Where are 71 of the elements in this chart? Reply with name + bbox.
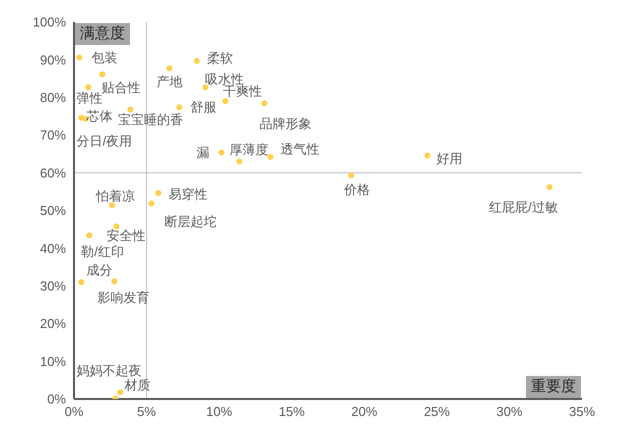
point xyxy=(236,158,242,164)
x-tick-label: 15% xyxy=(278,404,306,420)
annotation: 柔软 xyxy=(206,50,233,66)
annotation: 材质 xyxy=(123,378,150,393)
annotation: 妈妈不起夜 xyxy=(76,363,142,378)
annotation: 断层起坨 xyxy=(164,214,216,229)
annotation: 易穿性 xyxy=(168,186,208,202)
point xyxy=(148,200,154,206)
point xyxy=(222,98,228,104)
annotation: 产地 xyxy=(156,74,182,89)
annotation: 安全性 xyxy=(106,228,146,243)
y-tick-label: 10% xyxy=(40,354,66,369)
point xyxy=(111,278,118,284)
point xyxy=(113,223,120,230)
point xyxy=(76,54,82,60)
point xyxy=(127,106,134,112)
point xyxy=(99,71,106,78)
y-axis-title: 满意度 xyxy=(75,23,130,45)
point xyxy=(109,202,116,208)
annotation: 品牌形象 xyxy=(259,116,312,131)
annotation: 勒/红印 xyxy=(81,244,124,259)
x-tick-label: 20% xyxy=(351,404,378,420)
annotation: 怕着凉 xyxy=(95,188,136,204)
x-tick-label: 5% xyxy=(137,404,156,420)
annotation: 漏 xyxy=(196,144,210,160)
y-tick-label: 30% xyxy=(40,278,66,294)
annotation: 价格 xyxy=(343,182,370,197)
annotation: 分日/夜用 xyxy=(76,133,132,148)
annotation: 舒服 xyxy=(190,100,216,115)
point xyxy=(261,100,268,106)
y-tick-label: 100% xyxy=(32,14,66,30)
annotation: 透气性 xyxy=(280,141,320,156)
point xyxy=(166,65,172,72)
y-tick-label: 40% xyxy=(40,240,66,256)
x-tick-label: 30% xyxy=(496,404,523,420)
annotation: 厚薄度 xyxy=(229,142,268,157)
y-tick-label: 20% xyxy=(40,316,66,332)
annotation: 贴合性 xyxy=(101,80,140,95)
point xyxy=(202,84,208,90)
point xyxy=(424,152,430,158)
x-tick-label: 25% xyxy=(424,404,450,420)
x-axis-title: 重要度 xyxy=(526,376,581,398)
point xyxy=(546,184,552,190)
x-tick-label: 35% xyxy=(568,404,596,420)
x-tick-label: 0% xyxy=(64,404,84,420)
annotation: 弹性 xyxy=(76,90,102,106)
y-tick-label: 90% xyxy=(40,52,66,68)
point xyxy=(86,232,92,238)
annotation: 影响发育 xyxy=(97,290,150,305)
y-tick-label: 50% xyxy=(40,203,66,218)
annotation: 吸水性 xyxy=(204,72,244,87)
x-tick-label: 10% xyxy=(206,404,233,420)
y-tick-label: 0% xyxy=(47,392,66,407)
point xyxy=(218,149,224,156)
point xyxy=(176,104,182,110)
y-tick-label: 80% xyxy=(40,90,66,106)
annotation: 包装 xyxy=(91,50,118,65)
annotation: 红屁屁/过敏 xyxy=(489,200,558,215)
y-tick-label: 60% xyxy=(40,165,66,180)
annotation: 宝宝睡的香 xyxy=(118,112,183,127)
point xyxy=(348,172,354,178)
annotation: 好用 xyxy=(436,150,462,166)
point xyxy=(155,190,162,196)
y-tick-label: 70% xyxy=(40,128,66,143)
point xyxy=(78,279,84,286)
annotation: 芯体 xyxy=(85,108,112,124)
point xyxy=(117,389,124,396)
point xyxy=(85,84,92,90)
annotation: 成分 xyxy=(86,262,112,278)
point xyxy=(267,154,274,160)
point xyxy=(194,58,200,64)
